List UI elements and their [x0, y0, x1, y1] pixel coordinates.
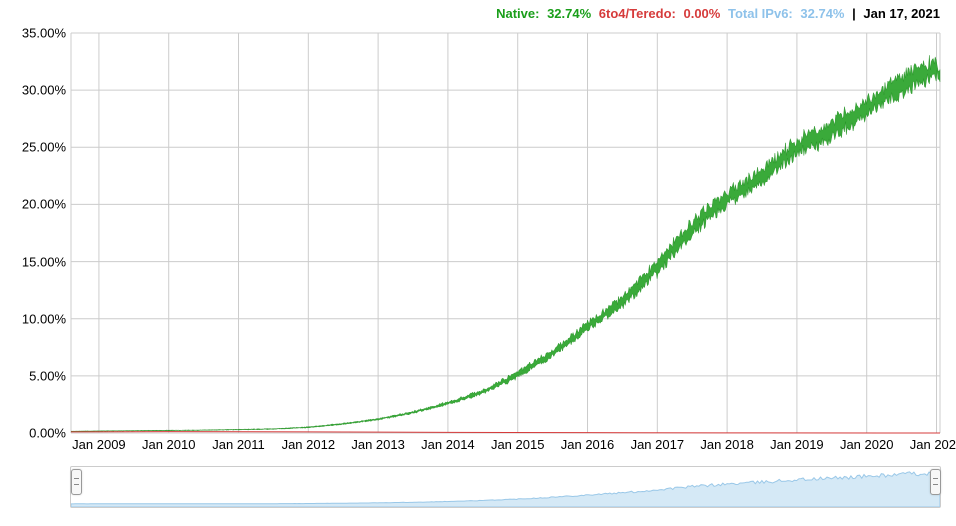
y-tick-label: 15.00% — [12, 254, 66, 269]
x-tick-label: Jan 2018 — [700, 437, 754, 452]
x-tick-label: Jan 2019 — [770, 437, 824, 452]
legend-separator: | — [852, 6, 856, 21]
y-tick-label: 30.00% — [12, 83, 66, 98]
x-tick-label: Jan 2017 — [631, 437, 685, 452]
x-tick-label: Jan 2010 — [142, 437, 196, 452]
x-tick-label: Jan 2009 — [72, 437, 126, 452]
x-tick-label: Jan 2014 — [421, 437, 475, 452]
x-tick-label: Jan 2011 — [212, 437, 265, 452]
y-tick-label: 20.00% — [12, 197, 66, 212]
chart-svg — [8, 23, 948, 458]
legend-total-value: 32.74% — [800, 6, 844, 21]
chart-legend: Native: 32.74% 6to4/Teredo: 0.00% Total … — [0, 0, 956, 23]
x-tick-label: Jan 2013 — [351, 437, 405, 452]
range-handle-left[interactable] — [71, 469, 82, 495]
y-tick-label: 10.00% — [12, 311, 66, 326]
overview-svg — [71, 467, 940, 507]
y-tick-label: 5.00% — [12, 368, 66, 383]
x-tick-label: Jan 2016 — [561, 437, 615, 452]
legend-total-label: Total IPv6: — [728, 6, 793, 21]
y-tick-label: 25.00% — [12, 140, 66, 155]
x-tick-label: Jan 2021 — [910, 437, 956, 452]
x-tick-label: Jan 2012 — [282, 437, 336, 452]
main-chart[interactable]: 0.00% 5.00% 10.00% 15.00% 20.00% 25.00% 30.00%… — [8, 23, 948, 458]
overview-range-selector[interactable] — [70, 466, 941, 508]
range-handle-right[interactable] — [930, 469, 941, 495]
y-tick-label: 35.00% — [12, 26, 66, 41]
legend-tunnel-label: 6to4/Teredo: — [599, 6, 676, 21]
legend-date: Jan 17, 2021 — [863, 6, 940, 21]
x-tick-label: Jan 2015 — [491, 437, 545, 452]
x-tick-label: Jan 2020 — [840, 437, 894, 452]
legend-native-value: 32.74% — [547, 6, 591, 21]
legend-native-label: Native: — [496, 6, 539, 21]
y-tick-label: 0.00% — [12, 426, 66, 441]
legend-tunnel-value: 0.00% — [683, 6, 720, 21]
